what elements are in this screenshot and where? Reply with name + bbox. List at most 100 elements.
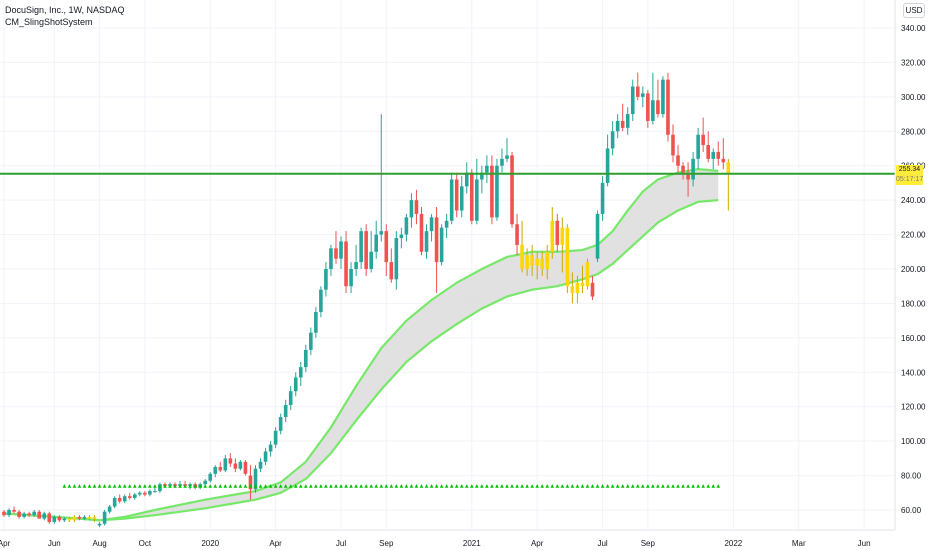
triangle-marker (635, 484, 640, 488)
candle-body (62, 518, 67, 521)
triangle-marker (686, 484, 690, 488)
candle (716, 141, 721, 166)
candle (444, 213, 449, 239)
candle (273, 427, 278, 449)
currency-button[interactable]: USD (903, 3, 925, 18)
candle-body (495, 165, 499, 218)
candle (97, 522, 102, 528)
candle (344, 231, 348, 294)
candle (127, 492, 132, 500)
candle-body (696, 134, 700, 159)
bar-countdown: 05:17:17 (896, 176, 924, 183)
candle (22, 511, 26, 519)
candle (27, 511, 31, 517)
candle-body (530, 255, 534, 266)
candle-body (102, 511, 107, 524)
candle-body (515, 224, 519, 245)
candle-body (298, 367, 303, 378)
candle (238, 460, 243, 471)
triangle-marker (107, 484, 112, 488)
candle-body (339, 241, 343, 259)
y-tick-label: 180.00 (901, 299, 926, 308)
candle-body (319, 289, 323, 313)
candle (646, 89, 650, 128)
candle (263, 448, 268, 466)
triangle-marker (158, 484, 162, 488)
candle-body (122, 496, 127, 502)
candle (676, 145, 680, 173)
symbol-title[interactable]: DocuSign, Inc., 1W, NASDAQ (5, 5, 125, 15)
candle (278, 413, 283, 435)
triangle-marker (278, 484, 283, 488)
candle (525, 248, 529, 276)
candle-body (42, 513, 47, 519)
triangle-marker (309, 484, 313, 488)
candle (107, 504, 112, 514)
candle (268, 441, 273, 457)
triangle-marker (364, 484, 368, 488)
triangle-marker (77, 484, 82, 488)
candle-body (394, 238, 399, 280)
triangle-marker (112, 484, 117, 488)
triangle-marker (459, 484, 464, 488)
candle-body (309, 332, 313, 350)
candle-body (288, 391, 293, 405)
candle-body (2, 511, 6, 516)
triangle-marker (208, 484, 213, 488)
candle-body (349, 269, 353, 287)
candle (77, 515, 82, 521)
candle (651, 72, 655, 125)
x-axis[interactable]: Apr Jun Aug Oct 2020 Apr Jul Sep 2021 Apr Jul Sep 20… (0, 529, 895, 548)
triangle-marker (495, 484, 499, 488)
candle-body (22, 513, 26, 517)
candle (47, 511, 52, 524)
candle-body (555, 220, 560, 245)
triangle-marker (243, 484, 248, 488)
triangle-marker (304, 484, 308, 488)
candle-body (233, 463, 238, 469)
candle (661, 76, 665, 118)
triangle-marker (605, 484, 610, 488)
candle-body (138, 492, 142, 495)
triangle-marker (102, 484, 107, 488)
triangle-marker (132, 484, 137, 488)
triangle-marker (666, 484, 670, 488)
candle-body (595, 213, 600, 259)
triangle-marker (293, 484, 298, 488)
triangle-marker (434, 484, 439, 488)
candle-body (107, 506, 112, 512)
y-axis[interactable]: 340.00320.00300.00280.00260.00240.00220.… (894, 0, 926, 530)
candle (228, 453, 233, 467)
candle (439, 224, 444, 266)
candle (132, 492, 137, 500)
triangle-marker (258, 484, 263, 488)
candle (82, 515, 87, 521)
triangle-marker (168, 484, 172, 488)
candle (540, 251, 545, 276)
candle-body (273, 430, 278, 445)
candle (535, 251, 539, 280)
triangle-marker (268, 484, 273, 488)
candle (17, 510, 21, 519)
candle (309, 327, 313, 356)
candle-body (112, 497, 117, 507)
candle-body (12, 510, 16, 512)
candle-body (701, 134, 705, 146)
candle (469, 169, 474, 225)
candle-body (359, 231, 363, 263)
candle-body (444, 220, 449, 228)
candle-body (369, 251, 373, 269)
x-tick-label: Jul (597, 539, 607, 548)
triangle-marker (223, 484, 228, 488)
candle-body (535, 258, 539, 266)
candle-body (67, 518, 72, 521)
x-tick-label: Apr (0, 539, 11, 548)
triangle-marker (525, 484, 529, 488)
candle-body (57, 516, 62, 521)
candle-body (620, 120, 625, 128)
indicator-title[interactable]: CM_SlingShotSystem (5, 17, 93, 27)
candle-body (32, 511, 36, 516)
x-tick-label: Sep (379, 539, 394, 548)
triangle-marker (203, 484, 207, 488)
